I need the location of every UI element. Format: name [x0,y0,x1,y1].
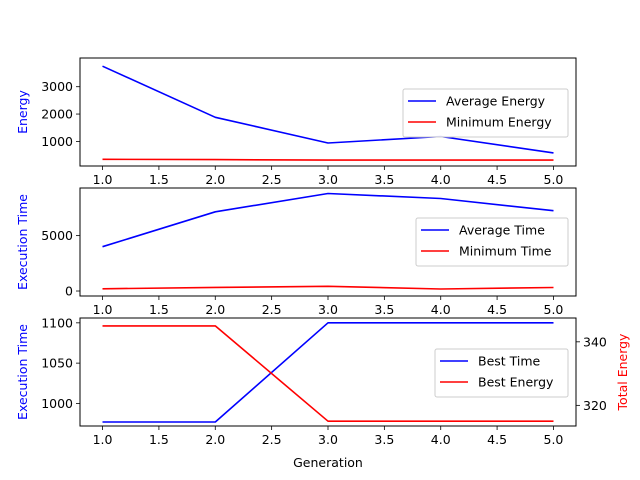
x-tick-label: 1.0 [93,432,113,447]
series-line-minimum-energy [102,158,554,161]
x-tick-label: 5.0 [544,432,564,447]
x-tick-label: 3.0 [318,172,338,187]
legend: Average Energy Minimum Energy [402,88,569,138]
y-tick-label: 3000 [41,79,73,94]
series-line-minimum-time [102,285,554,290]
x-tick-label: 1.0 [93,302,113,317]
x-tick-label: 3.5 [374,432,394,447]
y-right-tick-label: 340 [583,334,607,349]
plot-frame [79,57,577,167]
legend-box [415,217,569,267]
y-tick-label: 2000 [41,107,73,122]
x-tick-label: 1.5 [149,302,169,317]
x-tick-label: 2.0 [205,432,225,447]
x-tick-label: 1.0 [93,172,113,187]
legend-box [434,348,569,398]
legend: Average Time Minimum Time [415,217,569,267]
x-tick-label: 4.0 [431,172,451,187]
legend-box [402,88,569,138]
legend-label: Best Time [478,354,541,369]
x-tick-label: 1.5 [149,172,169,187]
y-tick-label: 1000 [41,134,73,149]
series-line-best-time [102,321,554,423]
legend: Best Time Best Energy [434,348,569,398]
x-tick-label: 2.0 [205,172,225,187]
x-tick-label: 2.5 [262,432,282,447]
x-tick-label: 3.5 [374,172,394,187]
x-tick-label: 5.0 [544,172,564,187]
subplot-2: 1.0 1.5 2.0 2.5 3.0 3.5 4.0 4.5 5.0 0 5000 Executio… [15,187,577,317]
subplot-1: 1.0 1.5 2.0 2.5 3.0 3.5 4.0 4.5 5.0 1000 2000 3000 E… [15,57,577,187]
legend-label: Average Energy [446,94,546,109]
x-tick-label: 4.5 [487,432,507,447]
plot-frame [79,187,577,297]
y-axis-label: Execution Time [15,324,30,420]
y-right-tick-label: 320 [583,398,607,413]
subplot-3: 1.0 1.5 2.0 2.5 3.0 3.5 4.0 4.5 5.0 1000 1050 1100 3… [15,315,630,470]
y-tick-label: 0 [65,284,73,299]
legend-label: Best Energy [478,375,554,390]
y-axis-label: Energy [15,90,30,134]
plot-frame [79,317,577,427]
x-tick-label: 3.5 [374,302,394,317]
legend-label: Minimum Time [459,244,552,259]
legend-label: Average Time [459,223,545,238]
series-line-average-time [102,192,554,248]
x-tick-label: 4.5 [487,302,507,317]
y-right-axis-label: Total Energy [615,333,630,412]
x-axis-label: Generation [293,455,363,470]
series-line-average-energy [102,65,554,154]
y-axis-label: Execution Time [15,194,30,290]
x-tick-label: 4.0 [431,302,451,317]
x-tick-label: 3.0 [318,432,338,447]
y-tick-label: 5000 [41,228,73,243]
x-tick-label: 2.5 [262,302,282,317]
y-tick-label: 1100 [41,315,73,330]
y-tick-label: 1000 [41,396,73,411]
x-tick-label: 4.0 [431,432,451,447]
x-tick-label: 2.0 [205,302,225,317]
y-tick-label: 1050 [41,356,73,371]
x-tick-label: 2.5 [262,172,282,187]
x-tick-label: 5.0 [544,302,564,317]
x-tick-label: 3.0 [318,302,338,317]
legend-label: Minimum Energy [446,115,552,130]
x-tick-label: 1.5 [149,432,169,447]
series-line-best-energy [102,325,554,423]
x-tick-label: 4.5 [487,172,507,187]
